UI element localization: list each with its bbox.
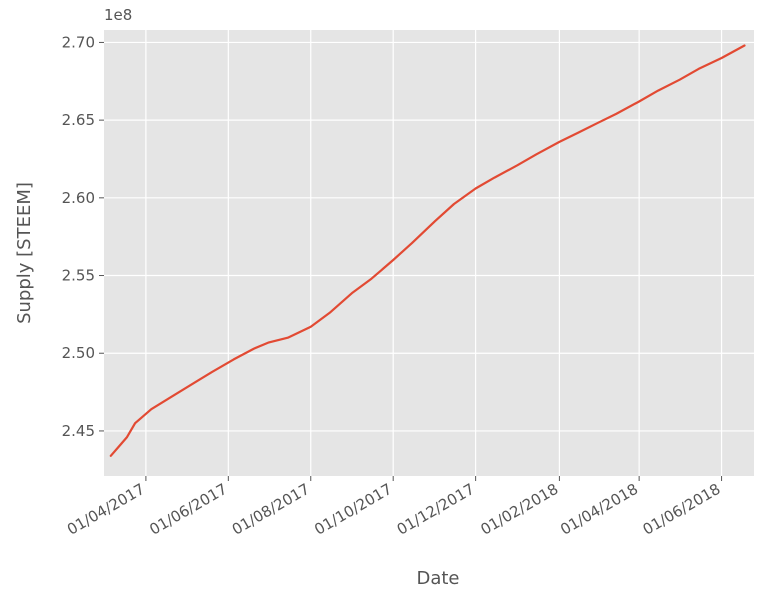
y-tick-label: 2.45 <box>62 422 95 440</box>
x-tick-label: 01/04/2018 <box>557 480 641 539</box>
series-line <box>109 44 746 457</box>
x-tick-label: 01/04/2017 <box>64 480 148 539</box>
x-tick-label: 01/02/2018 <box>478 480 562 539</box>
series-lines <box>109 44 746 457</box>
y-axis-label: Supply [STEEM] <box>14 182 35 324</box>
x-axis-label: Date <box>416 568 459 589</box>
y-tick-label: 2.70 <box>62 33 95 51</box>
y-tick-label: 2.55 <box>62 267 95 285</box>
x-tick-label: 01/08/2017 <box>229 480 313 539</box>
grid-lines <box>104 30 754 476</box>
plot-background <box>104 30 754 476</box>
x-tick-label: 01/10/2017 <box>311 480 395 539</box>
y-tick-label: 2.60 <box>62 189 95 207</box>
x-tick-label: 01/12/2017 <box>394 480 478 539</box>
y-tick-label: 2.65 <box>62 111 95 129</box>
y-tick-label: 2.50 <box>62 344 95 362</box>
y-offset-label: 1e8 <box>104 6 132 24</box>
x-tick-label: 01/06/2018 <box>640 480 724 539</box>
x-tick-label: 01/06/2017 <box>146 480 230 539</box>
